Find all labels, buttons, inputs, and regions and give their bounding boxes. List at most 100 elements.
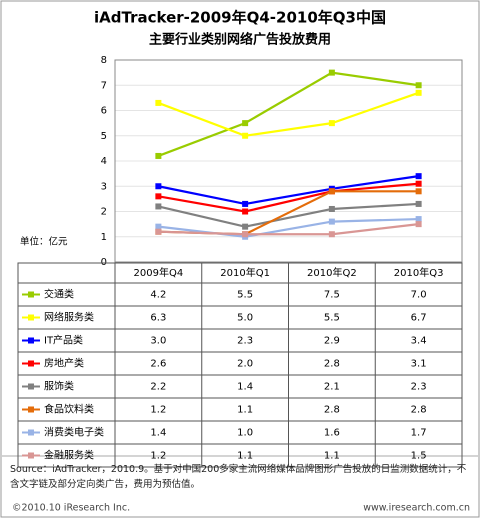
legend-marker [28, 406, 34, 413]
table-value: 2.6 [150, 359, 166, 370]
legend-label: 服饰类 [44, 380, 74, 393]
point-marker [155, 193, 162, 200]
y-tick-label: 6 [101, 106, 107, 117]
table-value: 1.4 [150, 428, 166, 439]
point-marker [242, 223, 249, 230]
point-marker [242, 200, 249, 207]
table-value: 1.1 [237, 451, 253, 462]
table-value: 6.7 [411, 313, 427, 324]
legend-label: 食品饮料类 [44, 403, 94, 416]
point-marker [242, 208, 249, 215]
table-value: 3.4 [411, 336, 427, 347]
chart-subtitle: 主要行业类别网络广告投放费用 [149, 32, 331, 48]
x-tick-label: 2010年Q3 [394, 266, 444, 279]
point-marker [328, 120, 335, 127]
table-value: 1.5 [411, 451, 427, 462]
plot-area [114, 59, 463, 263]
table-value: 4.2 [150, 290, 166, 301]
series-line [158, 202, 419, 228]
point-marker [328, 188, 335, 195]
legend-marker [28, 360, 34, 367]
point-marker [155, 152, 162, 159]
table-value: 1.7 [411, 428, 427, 439]
table-value: 1.2 [150, 405, 166, 416]
point-marker [155, 183, 162, 190]
table-value: 5.0 [237, 313, 253, 324]
legend-label: 消费类电子类 [44, 426, 104, 439]
point-marker [415, 180, 422, 187]
point-marker [415, 188, 422, 195]
table-value: 2.0 [237, 359, 253, 370]
series-line [158, 182, 419, 213]
legend-marker [28, 314, 34, 321]
series-line [157, 71, 419, 157]
table-value: 5.5 [324, 313, 340, 324]
point-marker [415, 173, 422, 180]
y-tick-label: 3 [101, 181, 107, 192]
y-tick-label: 2 [101, 207, 107, 218]
point-marker [242, 120, 249, 127]
table-value: 2.8 [324, 405, 340, 416]
legend-marker [28, 337, 34, 344]
x-tick-label: 2010年Q1 [220, 266, 270, 279]
x-tick-label: 2009年Q4 [134, 266, 184, 279]
table-value: 2.3 [411, 382, 427, 393]
copyright: ©2010.10 iResearch Inc. [12, 503, 130, 514]
point-marker [415, 89, 422, 96]
series-line [157, 91, 419, 137]
legend-label: IT产品类 [44, 334, 83, 347]
legend-marker [28, 452, 34, 459]
point-marker [328, 69, 335, 76]
table-value: 1.1 [237, 405, 253, 416]
table-value: 1.1 [324, 451, 340, 462]
point-marker [328, 231, 335, 238]
table-value: 1.4 [237, 382, 253, 393]
series-line [158, 223, 419, 236]
legend-label: 交通类 [44, 288, 74, 301]
chart-title: iAdTracker-2009年Q4-2010年Q3中国 [94, 9, 386, 27]
table-value: 1.6 [324, 428, 340, 439]
point-marker [415, 221, 422, 228]
point-marker [328, 205, 335, 212]
point-marker [415, 82, 422, 89]
y-tick-label: 7 [101, 80, 107, 91]
table-value: 7.5 [324, 290, 340, 301]
source-note: Source：iAdTracker，2010.9。基于对中国200多家主流网络媒… [10, 464, 467, 490]
series-line [158, 217, 419, 238]
point-marker [155, 99, 162, 106]
point-marker [155, 228, 162, 235]
y-tick-label: 5 [101, 131, 107, 142]
table-value: 2.9 [324, 336, 340, 347]
table-value: 1.0 [237, 428, 253, 439]
legend-label: 网络服务类 [44, 311, 94, 324]
legend-label: 房地产类 [44, 357, 84, 370]
table-value: 7.0 [411, 290, 427, 301]
point-marker [242, 132, 249, 139]
table-value: 2.2 [150, 382, 166, 393]
x-tick-label: 2010年Q2 [307, 266, 357, 279]
y-tick-label: 4 [101, 156, 107, 167]
table-value: 1.2 [150, 451, 166, 462]
y-axis-label: 单位：亿元 [20, 236, 68, 248]
table-value: 2.8 [411, 405, 427, 416]
table-value: 3.1 [411, 359, 427, 370]
table-value: 2.3 [237, 336, 253, 347]
point-marker [242, 231, 249, 238]
legend-marker [28, 291, 34, 298]
point-marker [155, 223, 162, 230]
table-value: 2.1 [324, 382, 340, 393]
y-tick-label: 1 [101, 232, 107, 243]
table-value: 5.5 [237, 290, 253, 301]
point-marker [415, 200, 422, 207]
website: www.iresearch.com.cn [363, 503, 470, 514]
table-value: 6.3 [150, 313, 166, 324]
point-marker [415, 216, 422, 223]
point-marker [328, 218, 335, 225]
legend-marker [28, 383, 34, 390]
table-value: 3.0 [150, 336, 166, 347]
series-line [158, 175, 419, 206]
y-tick-label: 8 [101, 55, 107, 66]
